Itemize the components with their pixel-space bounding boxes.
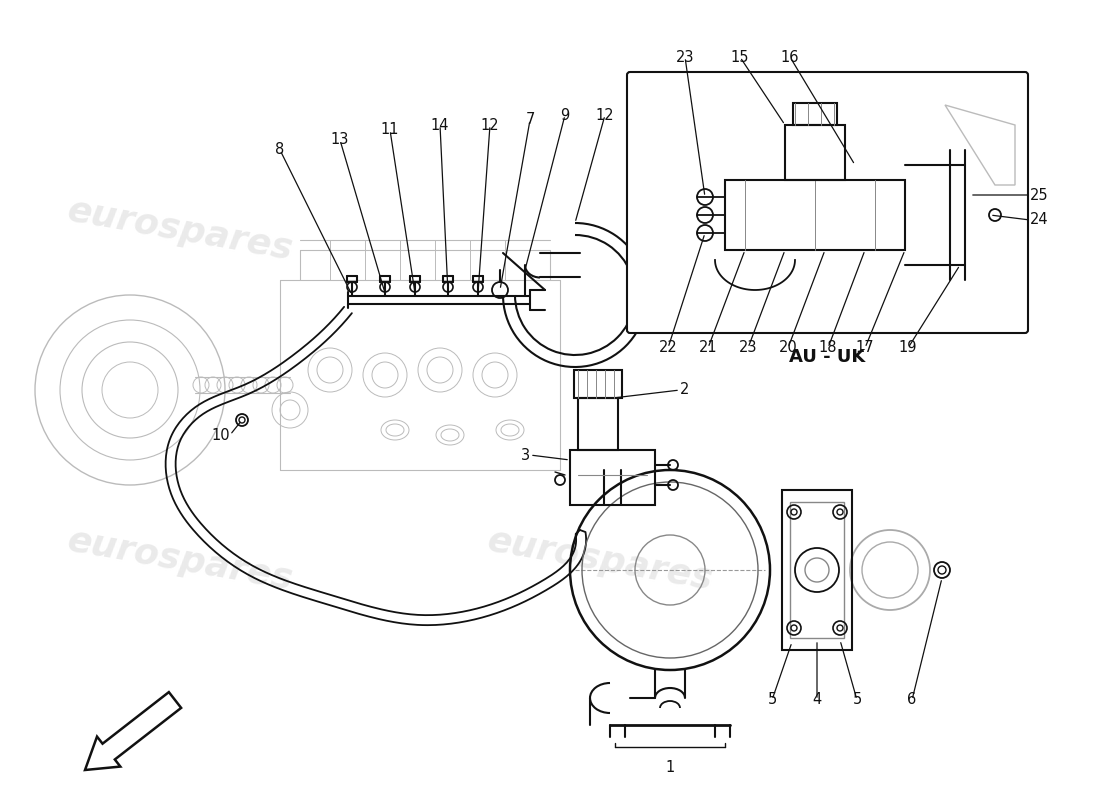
Bar	[574, 370, 622, 398]
Bar	[793, 103, 837, 125]
Text: 15: 15	[730, 50, 749, 65]
Text: 25: 25	[1030, 187, 1048, 202]
Text: 9: 9	[560, 107, 570, 122]
FancyBboxPatch shape	[627, 72, 1028, 333]
Bar	[790, 502, 844, 638]
Bar	[725, 180, 905, 250]
Bar	[785, 125, 845, 180]
Text: 20: 20	[779, 341, 798, 355]
Text: 19: 19	[899, 341, 917, 355]
Text: 8: 8	[275, 142, 285, 158]
Text: 18: 18	[818, 341, 837, 355]
Text: 23: 23	[739, 341, 757, 355]
Text: 2: 2	[680, 382, 690, 398]
Text: eurospares: eurospares	[65, 194, 296, 266]
Text: 24: 24	[1030, 213, 1048, 227]
Text: 5: 5	[768, 693, 777, 707]
Text: 4: 4	[813, 693, 822, 707]
Text: 7: 7	[526, 113, 535, 127]
Text: 17: 17	[856, 341, 875, 355]
Text: 22: 22	[659, 341, 678, 355]
Bar	[570, 450, 654, 505]
Text: 1: 1	[666, 760, 674, 775]
Text: 11: 11	[381, 122, 399, 138]
Bar	[782, 490, 852, 650]
Text: eurospares: eurospares	[484, 523, 715, 597]
Text: 21: 21	[698, 341, 717, 355]
Text: 23: 23	[675, 50, 694, 65]
Text: 10: 10	[211, 427, 230, 442]
Text: 13: 13	[331, 133, 349, 147]
FancyArrow shape	[85, 692, 182, 770]
Text: 6: 6	[908, 693, 916, 707]
Text: AU - UK: AU - UK	[790, 348, 866, 366]
Text: eurospares: eurospares	[65, 523, 296, 597]
Text: 12: 12	[481, 118, 499, 133]
Text: 5: 5	[852, 693, 861, 707]
Bar	[578, 398, 618, 450]
Text: 14: 14	[431, 118, 449, 133]
Text: 12: 12	[596, 107, 614, 122]
Text: 16: 16	[781, 50, 800, 65]
Text: 3: 3	[521, 447, 530, 462]
